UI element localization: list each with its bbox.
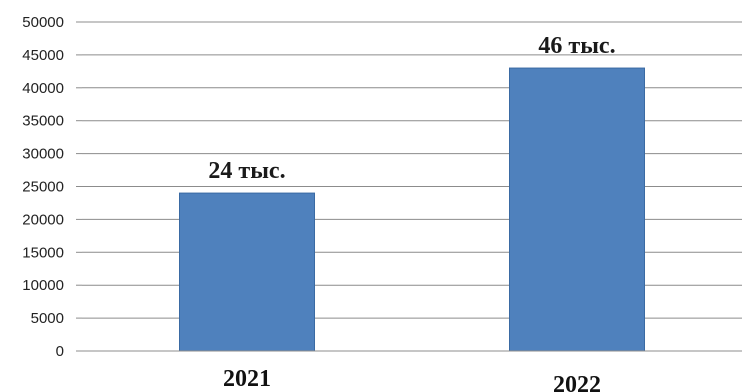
y-tick-label: 35000 (22, 113, 64, 130)
x-category-label: 2022 (553, 372, 601, 392)
bar-2021 (179, 192, 315, 352)
y-tick-label: 25000 (22, 179, 64, 196)
y-tick-label: 30000 (22, 146, 64, 163)
bars (179, 67, 645, 352)
y-tick-label: 20000 (22, 211, 64, 228)
x-category-label: 2021 (223, 366, 271, 392)
y-axis-tick-labels: 0 5000 10000 15000 20000 25000 30000 35000 40000… (22, 14, 82, 360)
y-tick-label: 40000 (22, 80, 64, 97)
x-axis-category-labels: 2021 2022 (223, 366, 601, 392)
y-tick-label: 10000 (22, 277, 64, 294)
bar-2022 (509, 67, 645, 352)
y-tick-label: 5000 (31, 310, 64, 327)
data-label: 24 тыс. (208, 158, 285, 184)
y-tick-label: 45000 (22, 47, 64, 64)
y-tick-label: 0 (56, 343, 64, 360)
data-labels: 24 тыс. 46 тыс. (208, 33, 615, 184)
y-tick-label: 15000 (22, 244, 64, 261)
y-tick-label: 50000 (22, 14, 64, 31)
data-label: 46 тыс. (538, 33, 615, 59)
